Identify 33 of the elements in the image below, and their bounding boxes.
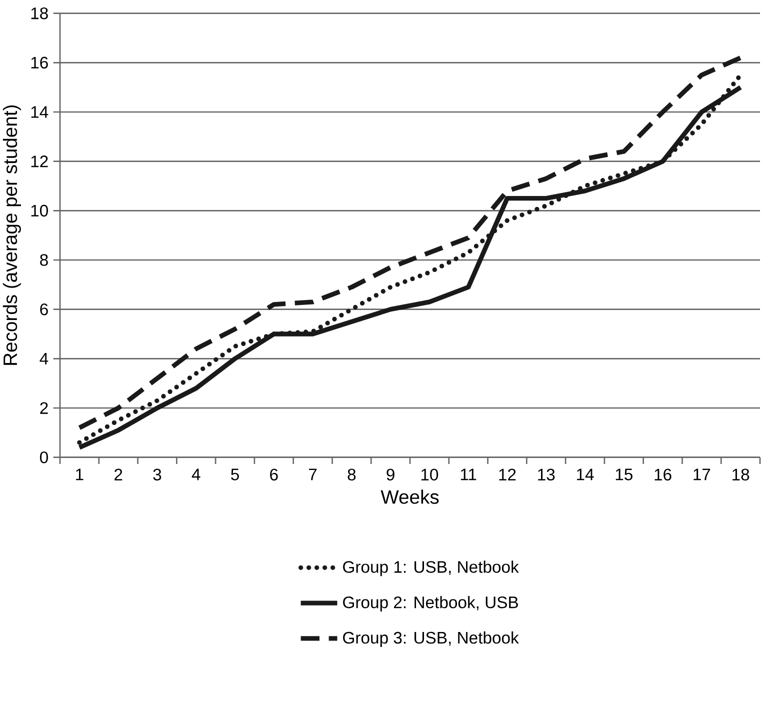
x-tick-label: 16 (654, 468, 672, 480)
y-tick-label: 2 (40, 402, 48, 414)
x-tick-label: 6 (270, 468, 278, 480)
x-tick-label: 2 (114, 468, 122, 480)
y-tick-label: 0 (40, 451, 48, 464)
legend-label: Group 1: USB, Netbook (343, 560, 519, 576)
x-tick-label: 10 (421, 468, 438, 480)
y-axis-title: Records (average per student) (2, 105, 21, 365)
y-tick-label: 16 (31, 56, 48, 68)
legend-label: Group 3: USB, Netbook (343, 631, 519, 647)
y-tick-label: 18 (31, 7, 48, 20)
x-tick-label: 4 (192, 468, 200, 480)
x-tick-label: 14 (577, 468, 594, 480)
x-tick-label: 13 (538, 468, 555, 480)
x-tick-label: 9 (386, 468, 394, 480)
x-tick-label: 18 (732, 468, 750, 480)
x-tick-label: 5 (231, 468, 239, 480)
x-tick-label: 11 (460, 468, 476, 480)
y-tick-label: 8 (40, 254, 48, 266)
x-tick-label: 15 (616, 468, 632, 480)
x-tick-label: 3 (153, 468, 162, 480)
y-tick-label: 12 (31, 155, 48, 167)
x-tick-label: 1 (76, 468, 84, 480)
legend-label: Group 2: Netbook, USB (343, 596, 518, 612)
x-tick-label: 17 (694, 468, 710, 480)
x-tick-label: 7 (309, 468, 317, 480)
y-tick-label: 4 (40, 352, 48, 364)
x-axis-title: Weeks (380, 490, 439, 504)
y-tick-label: 14 (31, 106, 48, 118)
y-tick-label: 10 (31, 204, 48, 216)
y-tick-label: 6 (40, 303, 48, 316)
x-tick-label: 12 (499, 468, 516, 480)
x-tick-label: 8 (348, 468, 356, 480)
